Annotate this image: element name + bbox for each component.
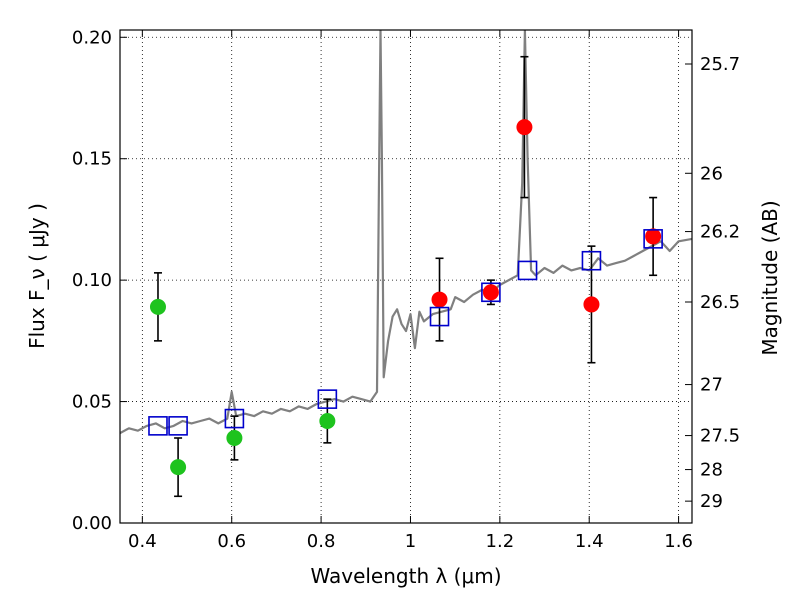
- photometry-point: [149, 298, 166, 315]
- model-photometry-square: [643, 229, 663, 249]
- y-tick-label: 0.20: [72, 27, 112, 48]
- right-tick-label: 26: [700, 163, 723, 184]
- axis-ticks: 0.4 0.6 0.8 1 1.2 1.4 1.6 0.00 0.05 0.10 0.15 0.20 2…: [72, 27, 740, 552]
- right-tick-label: 29: [700, 491, 723, 512]
- photometry-point: [583, 296, 600, 313]
- x-tick-label: 1.4: [575, 531, 604, 552]
- photometry-point: [170, 459, 187, 476]
- photometry-point: [319, 413, 336, 429]
- model-photometry-square: [224, 408, 245, 429]
- right-tick-label: 27: [700, 375, 723, 396]
- right-tick-label: 26.2: [700, 222, 740, 243]
- model-photometry-square: [481, 282, 501, 303]
- photometry-point: [226, 430, 243, 446]
- y-tick-label: 0.00: [72, 513, 112, 534]
- photometry-point: [482, 284, 499, 301]
- right-axis-title: Magnitude (AB): [758, 200, 782, 355]
- right-tick-label: 27.5: [700, 426, 740, 447]
- model-spectrum-layer: [120, 30, 692, 435]
- plot-area: [120, 30, 692, 523]
- x-tick-label: 0.4: [128, 531, 157, 552]
- x-axis-title: Wavelength λ (μm): [310, 564, 501, 588]
- photometry-points-layer: [148, 55, 663, 498]
- right-tick-label: 25.7: [700, 54, 740, 75]
- x-tick-label: 1.6: [664, 531, 693, 552]
- model-spectrum-line: [120, 30, 692, 435]
- x-tick-label: 1: [405, 531, 416, 552]
- photometry-point: [645, 228, 662, 245]
- model-photometry-square: [517, 260, 538, 281]
- right-tick-label: 28: [700, 460, 723, 481]
- x-tick-label: 0.8: [307, 531, 336, 552]
- photometry-point: [431, 291, 448, 308]
- y-tick-label: 0.15: [72, 149, 112, 170]
- y-axis-title: Flux F_ν ( μJy ): [25, 203, 49, 349]
- model-photometry-square: [317, 389, 338, 409]
- plot-frame: [119, 29, 693, 524]
- y-tick-label: 0.05: [72, 392, 112, 413]
- model-photometry-square: [429, 306, 450, 327]
- model-photometry-square: [581, 250, 602, 271]
- model-photometry-square: [148, 416, 168, 436]
- x-tick-label: 1.2: [486, 531, 515, 552]
- y-tick-label: 0.10: [72, 270, 112, 291]
- right-tick-label: 26.5: [700, 292, 740, 313]
- x-tick-label: 0.6: [217, 531, 246, 552]
- photometry-point: [516, 119, 533, 136]
- model-photometry-square: [168, 416, 188, 436]
